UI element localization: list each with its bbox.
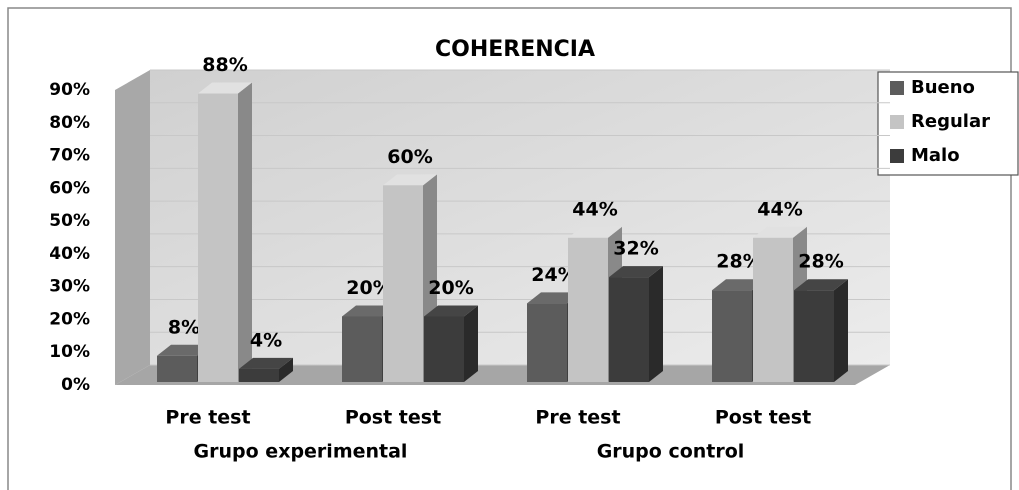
x-tick-label: Pre test xyxy=(535,407,620,429)
data-label: 32% xyxy=(613,238,658,260)
data-label: 44% xyxy=(757,198,802,220)
chart-title: COHERENCIA xyxy=(435,37,595,62)
bar xyxy=(753,237,793,382)
bar-top xyxy=(424,305,478,317)
data-label: 28% xyxy=(798,251,843,273)
bar-top xyxy=(239,357,293,369)
data-label: 88% xyxy=(202,54,247,76)
bar xyxy=(383,185,423,382)
x-tick-label: Post test xyxy=(345,407,441,429)
bar xyxy=(712,290,752,382)
bar-side xyxy=(464,305,478,382)
bar-top xyxy=(157,344,211,356)
data-label: 20% xyxy=(346,277,391,299)
legend-swatch xyxy=(890,149,904,163)
bar xyxy=(239,368,279,382)
side-wall xyxy=(115,70,150,385)
data-label: 24% xyxy=(531,264,576,286)
y-tick-label: 50% xyxy=(49,211,90,231)
bar-side xyxy=(238,82,252,383)
bar xyxy=(157,355,197,382)
bar-top xyxy=(198,82,252,94)
data-label: 4% xyxy=(250,329,282,351)
legend-swatch xyxy=(890,115,904,129)
y-tick-label: 90% xyxy=(49,80,90,100)
bar-top xyxy=(527,292,581,304)
bar-top xyxy=(794,279,848,291)
legend-swatch xyxy=(890,81,904,95)
bar xyxy=(342,316,382,382)
floor xyxy=(115,365,890,385)
y-tick-label: 70% xyxy=(49,146,90,166)
data-label: 20% xyxy=(428,277,473,299)
data-label: 60% xyxy=(387,146,432,168)
bar xyxy=(568,237,608,382)
y-tick-label: 80% xyxy=(49,113,90,133)
data-label: 28% xyxy=(716,251,761,273)
group-label: Grupo control xyxy=(597,441,745,463)
legend-label: Regular xyxy=(911,111,990,132)
bar xyxy=(794,290,834,382)
y-tick-label: 20% xyxy=(49,309,90,329)
bar-top xyxy=(383,174,437,186)
bar-side xyxy=(834,279,848,382)
bar-side xyxy=(649,266,663,382)
bar xyxy=(609,277,649,382)
bar xyxy=(198,93,238,383)
bar-top xyxy=(753,226,807,238)
data-label: 8% xyxy=(168,316,200,338)
y-tick-label: 40% xyxy=(49,244,90,264)
bar xyxy=(424,316,464,382)
bar-top xyxy=(712,279,766,291)
bar-top xyxy=(342,305,396,317)
x-tick-label: Post test xyxy=(715,407,811,429)
y-tick-label: 60% xyxy=(49,178,90,198)
bar xyxy=(527,303,567,382)
data-label: 44% xyxy=(572,198,617,220)
x-tick-label: Pre test xyxy=(165,407,250,429)
bar-top xyxy=(609,266,663,278)
legend-label: Bueno xyxy=(911,77,975,98)
bar-top xyxy=(568,226,622,238)
y-tick-label: 0% xyxy=(61,375,90,395)
legend-label: Malo xyxy=(911,145,960,166)
y-tick-label: 10% xyxy=(49,342,90,362)
bar-side xyxy=(279,357,293,382)
y-tick-label: 30% xyxy=(49,277,90,297)
group-label: Grupo experimental xyxy=(194,441,408,463)
